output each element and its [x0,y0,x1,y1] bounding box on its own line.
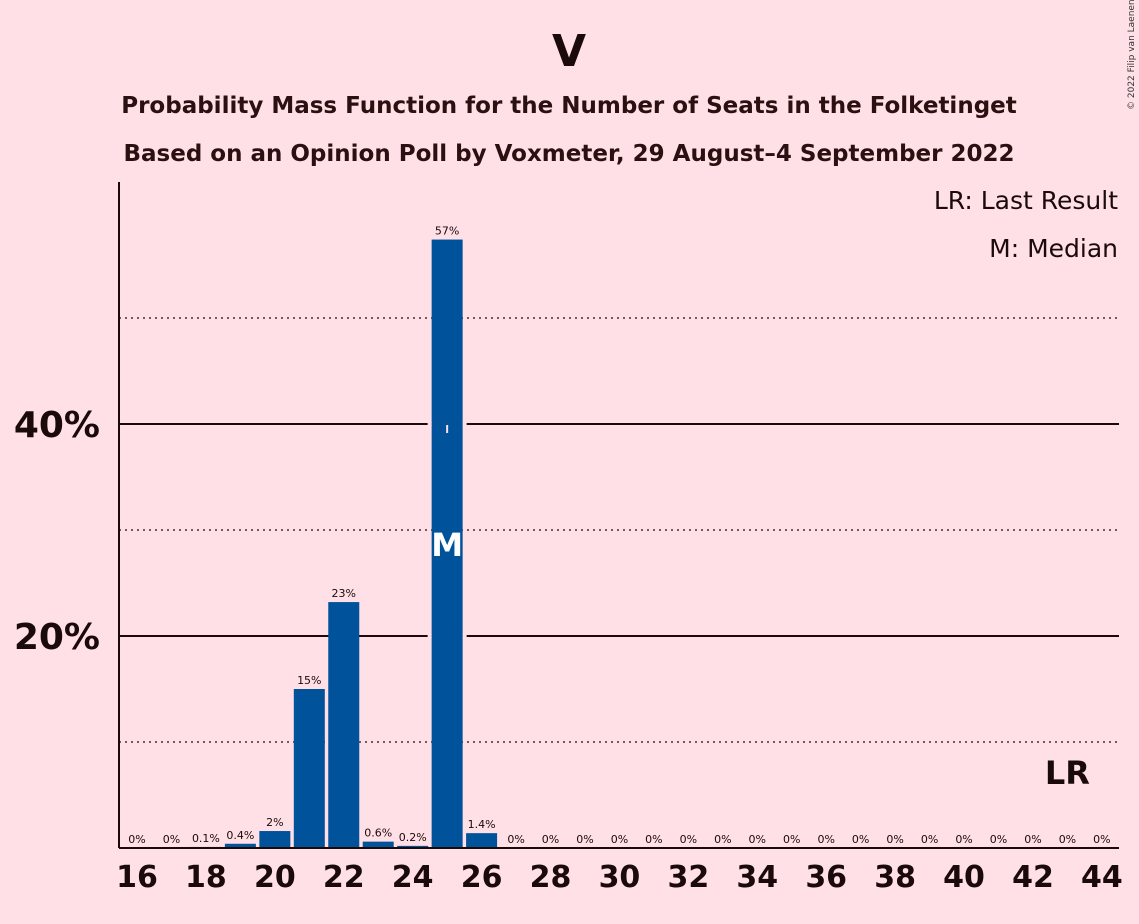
data-label: 0% [921,833,938,846]
data-label: 0% [990,833,1007,846]
data-label: 1.4% [468,818,496,831]
x-tick-label: 20 [254,860,296,895]
data-label: 57% [435,225,459,238]
x-tick-label: 18 [185,860,227,895]
data-labels: 0% 0% 0.1% 0.4% 2% 15% 23% 0.6% 0.2% 57% 1.4% 0% 0% 0… [128,225,1110,846]
legend-last-result: LR: Last Result [934,186,1118,215]
data-label: 0.2% [399,831,427,844]
data-label: 0% [1024,833,1041,846]
bar [328,602,360,848]
x-tick-label: 38 [874,860,916,895]
data-label: 0% [749,833,766,846]
data-label: 2% [266,816,283,829]
y-tick-label: 40% [14,405,100,446]
data-label: 0% [611,833,628,846]
data-label: 0.6% [364,827,392,840]
data-label: 0% [783,833,800,846]
gridline-gap-right [462,634,467,638]
y-axis-ticks: 20% 40% [14,405,100,658]
x-axis-ticks: 16 18 20 22 24 26 28 30 32 34 36 38 40 42 44 [116,860,1123,895]
bar [224,843,256,848]
bar [431,239,463,848]
x-tick-label: 24 [392,860,434,895]
last-result-marker: LR [1045,754,1090,792]
chart-subtitle-line-1: Probability Mass Function for the Number… [121,93,1017,119]
data-label: 0% [542,833,559,846]
x-tick-label: 26 [461,860,503,895]
bars [190,239,498,848]
bar [466,833,498,848]
x-tick-label: 44 [1081,860,1123,895]
data-label: 0% [507,833,524,846]
data-label: 0% [852,833,869,846]
data-label: 0% [886,833,903,846]
x-tick-label: 28 [530,860,572,895]
bar [397,845,429,848]
bar [259,831,291,848]
data-label: 0% [714,833,731,846]
data-label: 15% [297,674,321,687]
median-marker: M [431,526,463,564]
data-label: 0.1% [192,832,220,845]
x-tick-label: 30 [599,860,641,895]
data-label: 23% [332,587,356,600]
gridlines [119,317,1119,743]
x-tick-label: 40 [943,860,985,895]
bar [293,689,325,848]
chart-subtitle-line-2: Based on an Opinion Poll by Voxmeter, 29… [123,141,1014,167]
data-label: 0% [1059,833,1076,846]
data-label: 0% [955,833,972,846]
x-tick-label: 22 [323,860,365,895]
gridline-gap-right [462,422,467,426]
data-label: 0% [128,833,145,846]
x-tick-label: 34 [736,860,778,895]
data-label: 0% [576,833,593,846]
gridline-gap-left [427,422,432,426]
data-label: 0% [163,833,180,846]
chart-title: V [552,26,586,77]
data-label: 0% [680,833,697,846]
gridline-gap-left [427,634,432,638]
x-tick-label: 16 [116,860,158,895]
x-tick-label: 32 [667,860,709,895]
copyright-notice: © 2022 Filip van Laenen [1127,0,1137,110]
x-tick-label: 42 [1012,860,1054,895]
bar [362,841,394,848]
x-tick-label: 36 [805,860,847,895]
data-label: 0% [1093,833,1110,846]
legend-median: M: Median [989,234,1118,263]
data-label: 0% [817,833,834,846]
y-tick-label: 20% [14,617,100,658]
data-label: 0% [645,833,662,846]
data-label: 0.4% [226,829,254,842]
